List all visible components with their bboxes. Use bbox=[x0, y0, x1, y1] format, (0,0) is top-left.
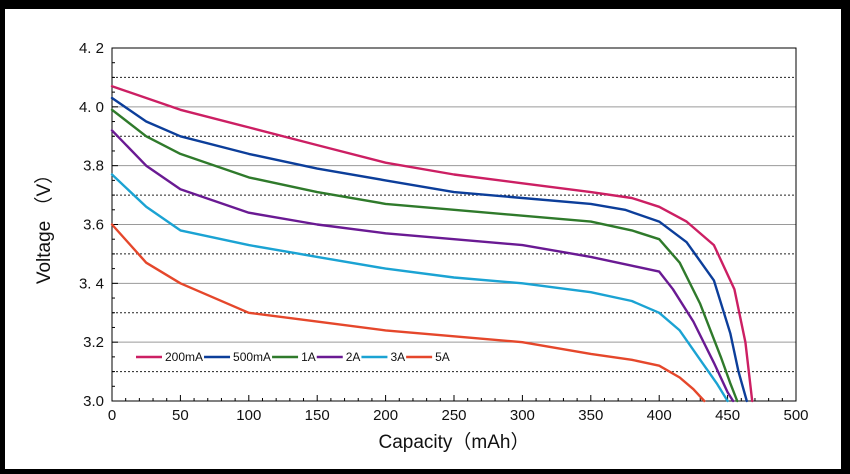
legend-label-1a: 1A bbox=[301, 350, 316, 364]
series-line-2a bbox=[110, 129, 735, 403]
series-line-200ma bbox=[110, 85, 754, 403]
grid-lines bbox=[112, 76, 796, 373]
legend-label-200ma: 200mA bbox=[165, 350, 203, 364]
legend-label-2a: 2A bbox=[346, 350, 361, 364]
x-tick-label: 350 bbox=[578, 407, 603, 424]
series-line-3a bbox=[110, 173, 729, 403]
x-tick-label: 500 bbox=[783, 407, 808, 424]
x-tick-label: 100 bbox=[236, 407, 261, 424]
y-tick-label: 3.6 bbox=[83, 217, 104, 234]
x-tick-label: 300 bbox=[510, 407, 535, 424]
y-tick-label: 3.8 bbox=[83, 158, 104, 175]
chart-frame-inner bbox=[4, 8, 842, 470]
series-line-5a bbox=[110, 223, 706, 403]
series-lines bbox=[110, 85, 754, 403]
legend-label-5a: 5A bbox=[435, 350, 450, 364]
x-axis-title: Capacity（mAh） bbox=[379, 431, 530, 453]
x-tick-label: 200 bbox=[373, 407, 398, 424]
y-tick-label: 3.2 bbox=[83, 334, 104, 351]
x-tick-label: 450 bbox=[715, 407, 740, 424]
y-tick-label: 4. 2 bbox=[79, 40, 104, 57]
series-line-500ma bbox=[110, 96, 748, 403]
x-tick-label: 0 bbox=[108, 407, 116, 424]
axis-ticks bbox=[111, 47, 797, 402]
y-tick-label: 3.0 bbox=[83, 393, 104, 410]
series-line-1a bbox=[110, 108, 739, 403]
y-axis-title: Voltage （V） bbox=[33, 165, 55, 284]
tick-labels: 0 50 100 150 200 250 300 350 400 450 500 3.0 3.2 3. 4… bbox=[79, 40, 809, 424]
x-tick-label: 150 bbox=[305, 407, 330, 424]
legend-label-3a: 3A bbox=[390, 350, 405, 364]
y-tick-label: 4. 0 bbox=[79, 99, 104, 116]
legend-label-500ma: 500mA bbox=[233, 350, 271, 364]
x-tick-label: 50 bbox=[172, 407, 189, 424]
x-tick-label: 400 bbox=[647, 407, 672, 424]
legend: 200mA 500mA 1A 2A 3A 5A bbox=[136, 350, 450, 364]
y-tick-label: 3. 4 bbox=[79, 275, 104, 292]
x-tick-label: 250 bbox=[441, 407, 466, 424]
